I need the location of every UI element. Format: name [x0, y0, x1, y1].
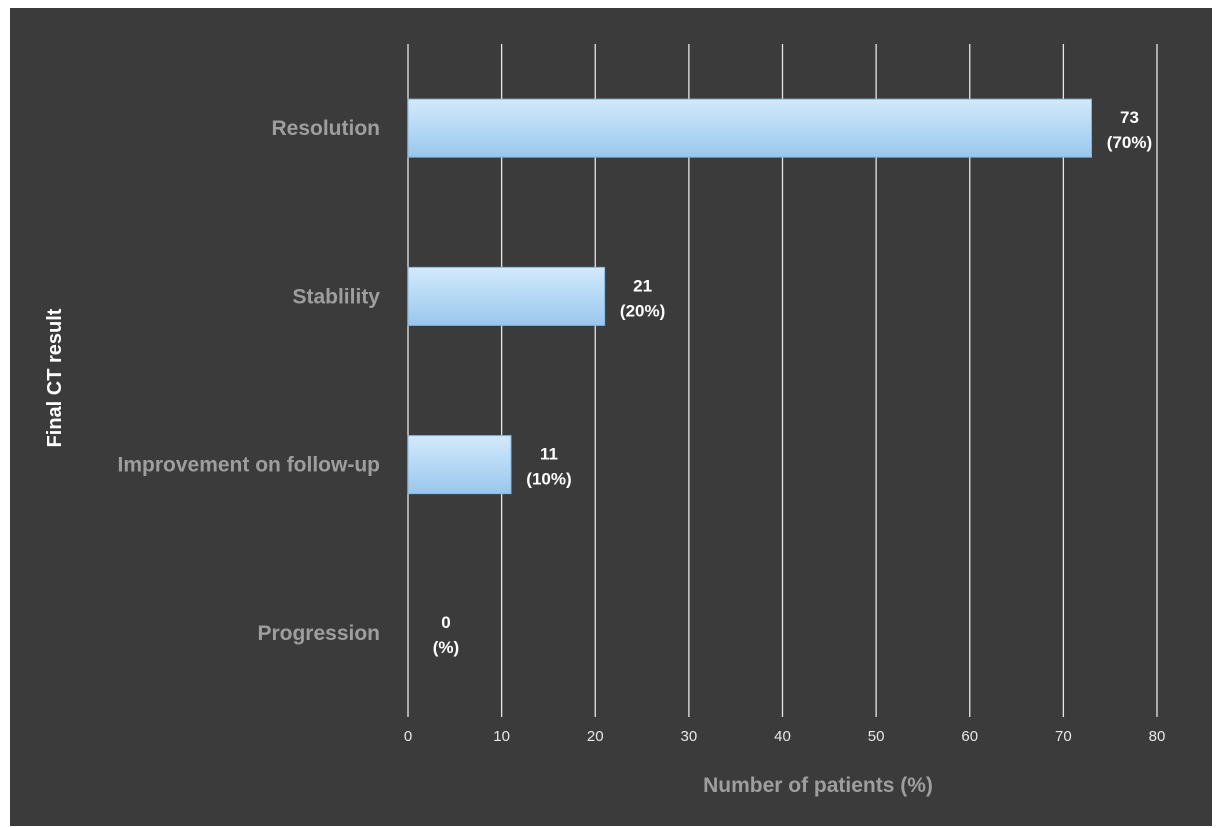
chart-frame: 73 (70%) 21 (20%) 11 (10%) 0 (%) Resolution Stab…: [10, 8, 1212, 826]
x-tick-label: 70: [1055, 728, 1072, 745]
data-labels: 73 (70%) 21 (20%) 11 (10%) 0 (%): [433, 108, 1152, 657]
category-label: Improvement on follow-up: [118, 454, 381, 477]
data-label-count: 73: [1120, 108, 1139, 127]
data-label-count: 11: [540, 445, 558, 464]
category-label: Stablility: [292, 285, 380, 308]
data-label-percent: (10%): [526, 470, 571, 489]
bars: [407, 98, 1092, 495]
x-tick-label: 20: [587, 728, 604, 745]
bar-chart: 73 (70%) 21 (20%) 11 (10%) 0 (%) Resolution Stab…: [44, 44, 1166, 797]
data-label-percent: (70%): [1107, 133, 1152, 152]
x-tick-label: 10: [493, 728, 510, 745]
category-label: Progression: [257, 622, 380, 645]
bar: [407, 266, 606, 326]
y-axis-title: Final CT result: [44, 308, 66, 447]
data-label-percent: (%): [433, 638, 459, 657]
x-axis-title: Number of patients (%): [703, 774, 933, 797]
x-tick-label: 0: [404, 728, 412, 745]
category-label: Resolution: [272, 117, 381, 140]
x-tick-label: 60: [961, 728, 978, 745]
bar: [407, 435, 512, 495]
bar: [407, 98, 1092, 158]
x-tick-label: 80: [1149, 728, 1166, 745]
data-label-count: 0: [441, 613, 450, 632]
category-labels: Resolution Stablility Improvement on follo…: [118, 117, 381, 645]
data-label-count: 21: [633, 276, 652, 295]
x-tick-label: 50: [868, 728, 885, 745]
x-tick-label: 40: [774, 728, 791, 745]
x-tick-labels: 0 10 20 30 40 50 60 70 80: [404, 728, 1166, 745]
x-tick-label: 30: [681, 728, 698, 745]
data-label-percent: (20%): [620, 301, 665, 320]
